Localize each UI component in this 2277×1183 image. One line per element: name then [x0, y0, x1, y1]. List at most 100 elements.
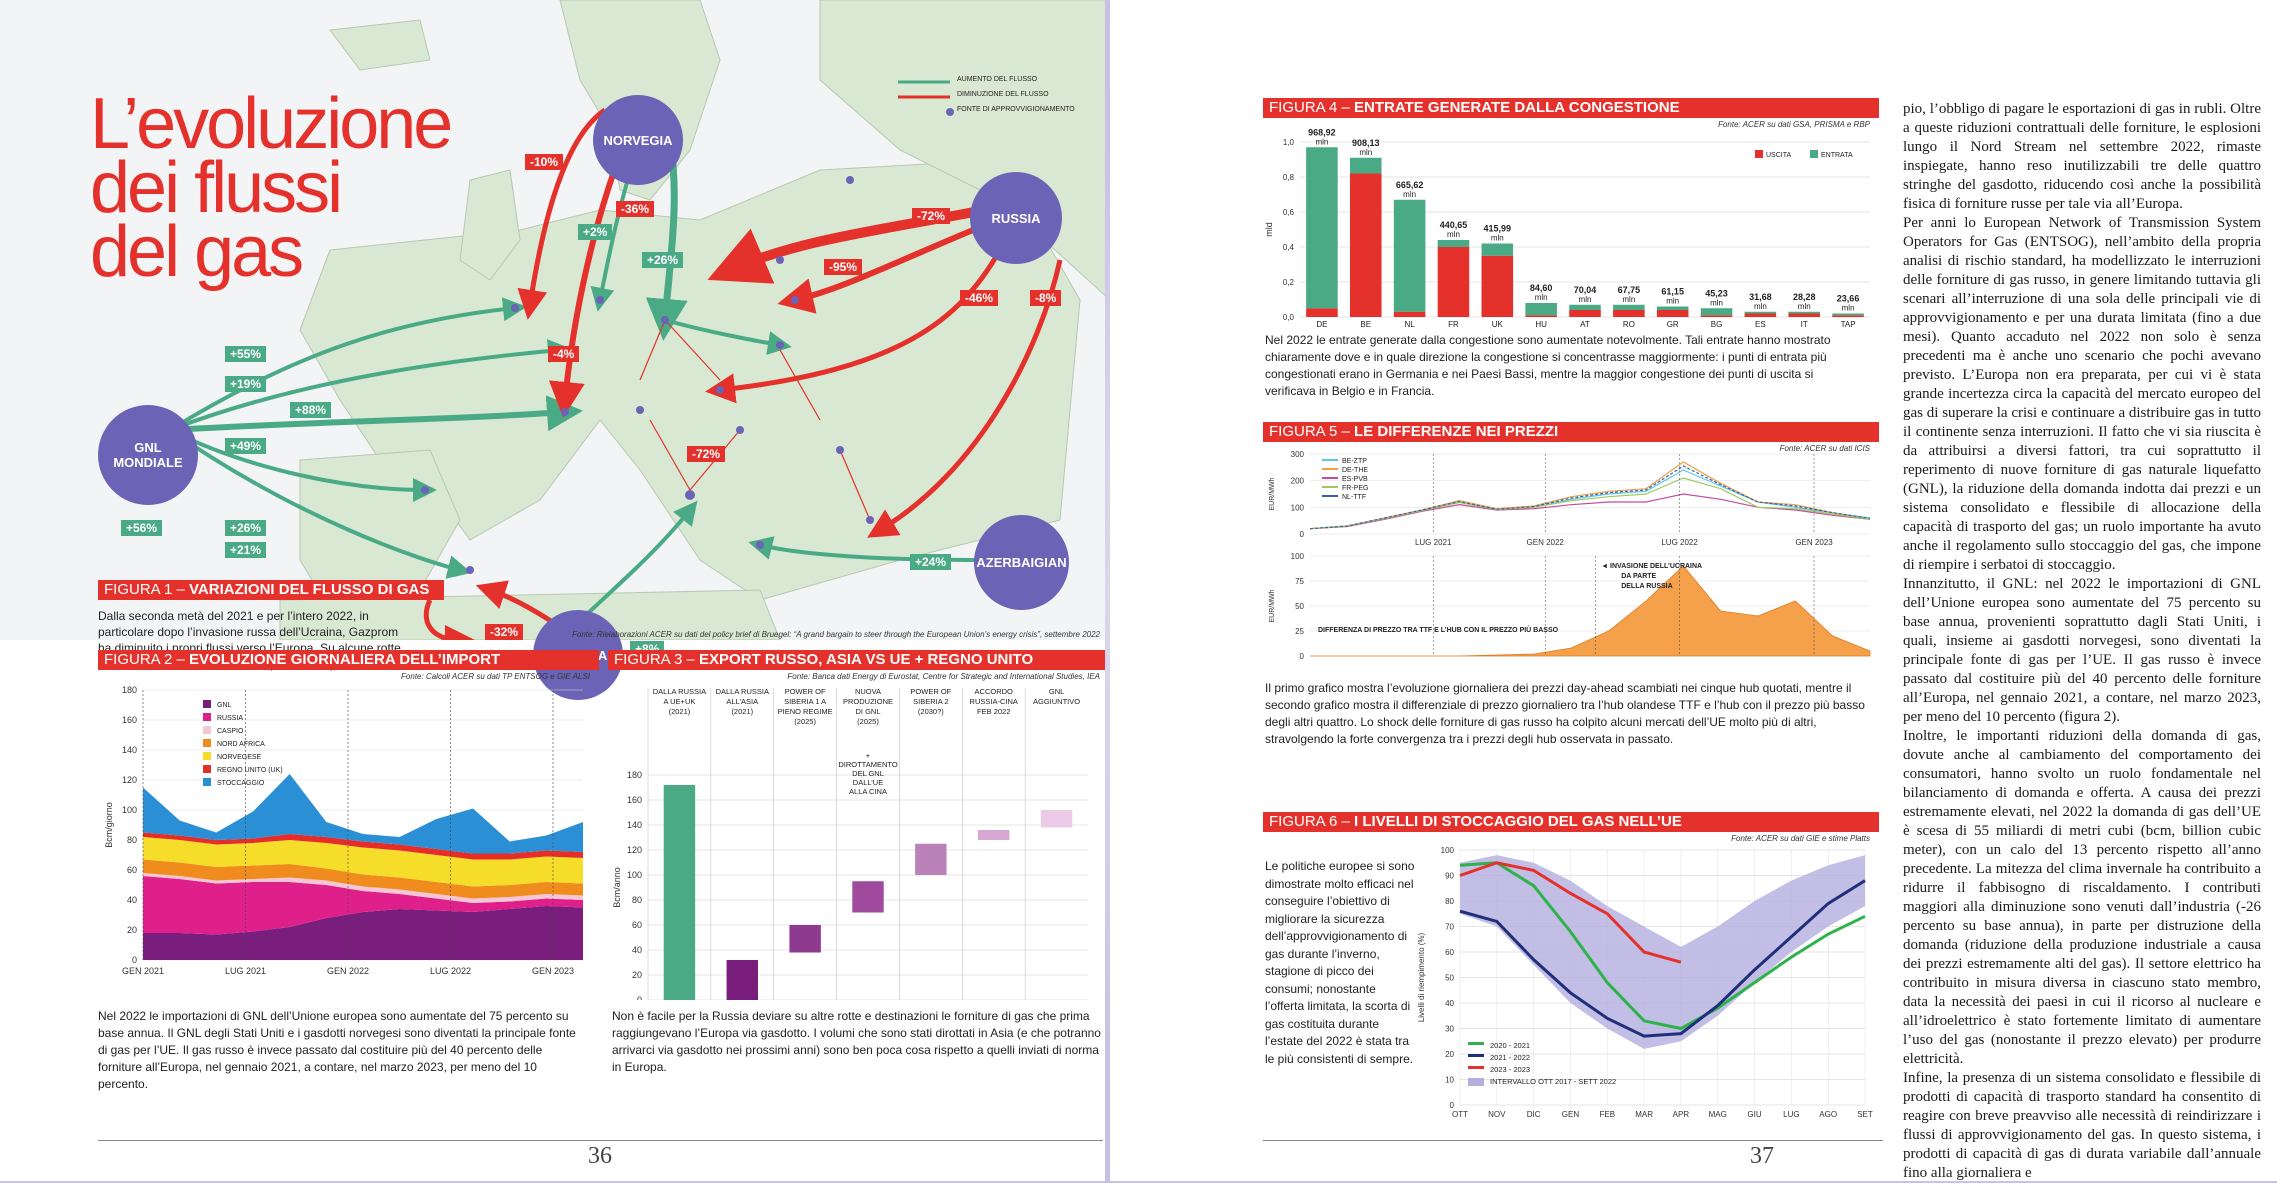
fig4-bar-exit: [1700, 315, 1733, 317]
fig4-category: TAP: [1841, 320, 1856, 329]
fig4-value-unit: mln: [1754, 302, 1767, 311]
fig5-header: FIGURA 5 – LE DIFFERENZE NEI PREZZI: [1263, 422, 1879, 442]
fig2-legend-label: NORVEGESE: [217, 754, 262, 761]
body-paragraph-5: Infine, la presenza di un sistema consol…: [1903, 1070, 2261, 1181]
fig4-bar-entry: [1700, 308, 1733, 316]
fig6-x-tick: NOV: [1488, 1110, 1506, 1119]
fig1-header: FIGURA 1 – VARIAZIONI DEL FLUSSO DI GAS: [98, 580, 444, 600]
fig3-annotation: DALL’UE: [853, 778, 883, 787]
fig4-category: IT: [1801, 320, 1808, 329]
fig2-legend-swatch: [203, 739, 211, 747]
fig6-y-tick: 50: [1445, 974, 1454, 983]
tag-minus95: -95%: [824, 259, 863, 275]
fig4-value-unit: mln: [1403, 190, 1416, 199]
fig4-y-tick: 0,4: [1283, 243, 1295, 252]
fig4-bar-exit: [1788, 313, 1821, 317]
fig2-source: Fonte: Calcoli ACER su dati TP ENTSOG e …: [401, 672, 590, 681]
fig6-x-tick: LUG: [1783, 1110, 1799, 1119]
fig3-bar: [726, 960, 758, 1000]
fig4-value-unit: mln: [1447, 230, 1460, 239]
fig2-area-nord-africa: [143, 859, 583, 899]
map-legend: [898, 80, 954, 116]
fig3-y-tick: 20: [632, 970, 642, 980]
fig6-legend-swatch: [1468, 1078, 1484, 1086]
fig4-bar-entry: [1349, 157, 1382, 174]
fig3-bar: [852, 881, 884, 913]
fig4-category: AT: [1580, 320, 1590, 329]
fig2-area-stoccaggio: [143, 774, 583, 854]
tag-minus46: -46%: [960, 290, 999, 306]
fig2-area-caspio: [143, 873, 583, 903]
fig3-category-label: (2021): [731, 707, 753, 716]
fig6-y-tick: 100: [1441, 846, 1455, 855]
fig3-category-label: NUOVA: [855, 687, 881, 696]
fig4-bar-entry: [1788, 311, 1821, 314]
fig5-invasion-annotation: ◄ INVASIONE DELL’UCRAINA: [1601, 563, 1702, 570]
fig4-source: Fonte: ACER su dati GSA, PRISMA e RBP: [1718, 120, 1870, 129]
fig6-y-tick: 90: [1445, 872, 1454, 881]
fig6-header: FIGURA 6 – I LIVELLI DI STOCCAGGIO DEL G…: [1263, 812, 1879, 832]
fig4-category: FR: [1448, 320, 1459, 329]
fig5-bottom-y-tick: 75: [1295, 577, 1304, 586]
fig4-chart: 0,00,20,40,60,81,0mld968,92mlnDE908,13ml…: [1264, 127, 1870, 329]
fig4-bar-entry: [1744, 311, 1777, 314]
fig6-legend-label: 2021 - 2022: [1490, 1053, 1530, 1062]
fig3-category-label: ACCORDO: [975, 687, 1014, 696]
fig3-category-label: POWER OF: [910, 687, 951, 696]
fig5-x-tick: LUG 2021: [1415, 538, 1452, 547]
fig2-legend-swatch: [203, 752, 211, 760]
fig2-legend-swatch: [203, 778, 211, 786]
fig5-number: FIGURA 5 –: [1269, 423, 1350, 440]
fig6-x-tick: AGO: [1819, 1110, 1837, 1119]
fig6-legend-label: INTERVALLO OTT 2017 - SETT 2022: [1490, 1077, 1616, 1086]
fig5-caption: Il primo grafico mostra l’evoluzione gio…: [1265, 681, 1865, 746]
fig5-invasion-annotation: DELLA RUSSIA: [1621, 583, 1672, 590]
fig4-title: ENTRATE GENERATE DALLA CONGESTIONE: [1354, 99, 1680, 116]
fig4-value-label: 415,99: [1484, 224, 1512, 234]
fig5-line-be-ztp: [1309, 469, 1871, 530]
fig4-bar-entry: [1525, 303, 1557, 316]
fig3-source: Fonte: Banca dati Energy di Eurostat, Ce…: [787, 672, 1100, 681]
fig6-legend-swatch: [1468, 1066, 1484, 1069]
right-page-number: 37: [1750, 1143, 1774, 1169]
fig3-y-tick: 0: [637, 995, 642, 1000]
fig6-legend-label: 2020 - 2021: [1490, 1041, 1530, 1050]
tag-minus32: -32%: [485, 624, 524, 640]
fig4-value-unit: mln: [1491, 234, 1504, 243]
fig4-header: FIGURA 4 – ENTRATE GENERATE DALLA CONGES…: [1263, 98, 1879, 118]
fig3-y-tick: 60: [632, 920, 642, 930]
fig4-value-unit: mln: [1798, 302, 1811, 311]
fig3-annotation: DIROTTAMENTO: [838, 760, 897, 769]
fig5-title: LE DIFFERENZE NEI PREZZI: [1354, 423, 1559, 440]
fig3-y-tick: 100: [627, 870, 642, 880]
fig3-category-label: (2021): [669, 707, 691, 716]
fig5-top-ylabel: EUR/MWh: [1269, 477, 1276, 510]
fig1-title: VARIAZIONI DEL FLUSSO DI GAS: [189, 581, 430, 598]
fig2-number: FIGURA 2 –: [104, 651, 185, 668]
fig6-ylabel: Livelli di riempimento (%): [1417, 932, 1426, 1022]
body-paragraph-4: Inoltre, le importanti riduzioni della d…: [1903, 728, 2261, 1067]
tag-minus36: -36%: [616, 201, 655, 217]
fig4-y-tick: 0,2: [1283, 278, 1295, 287]
fig5-x-tick: LUG 2022: [1661, 538, 1698, 547]
fig6-x-tick: GEN: [1562, 1110, 1580, 1119]
fig4-bar-entry: [1569, 304, 1601, 310]
fig1-source: Fonte: Rielaborazioni ACER su dati del p…: [572, 630, 1100, 639]
tag-plus56: +56%: [121, 520, 163, 536]
fig2-legend-label: REGNO UNITO (UK): [217, 767, 283, 774]
tag-minus8: -8%: [1030, 290, 1062, 306]
fig2-y-tick: 40: [127, 895, 137, 905]
fig5-x-tick: GEN 2023: [1795, 538, 1833, 547]
fig6-x-tick: APR: [1673, 1110, 1690, 1119]
fig4-bar-exit: [1306, 308, 1338, 317]
fig3-category-label: SIBERIA 1 A: [784, 697, 826, 706]
fig2-y-tick: 160: [122, 715, 137, 725]
fig4-value-unit: mln: [1842, 304, 1855, 313]
fig6-y-tick: 0: [1450, 1101, 1455, 1110]
bubble-russia: RUSSIA: [970, 172, 1062, 264]
fig3-annotation: ALLA CINA: [849, 787, 887, 796]
fig6-line-0: [1459, 861, 1866, 1031]
fig2-y-tick: 20: [127, 925, 137, 935]
tag-minus72b: -72%: [687, 446, 726, 462]
land-africa: [279, 589, 781, 640]
